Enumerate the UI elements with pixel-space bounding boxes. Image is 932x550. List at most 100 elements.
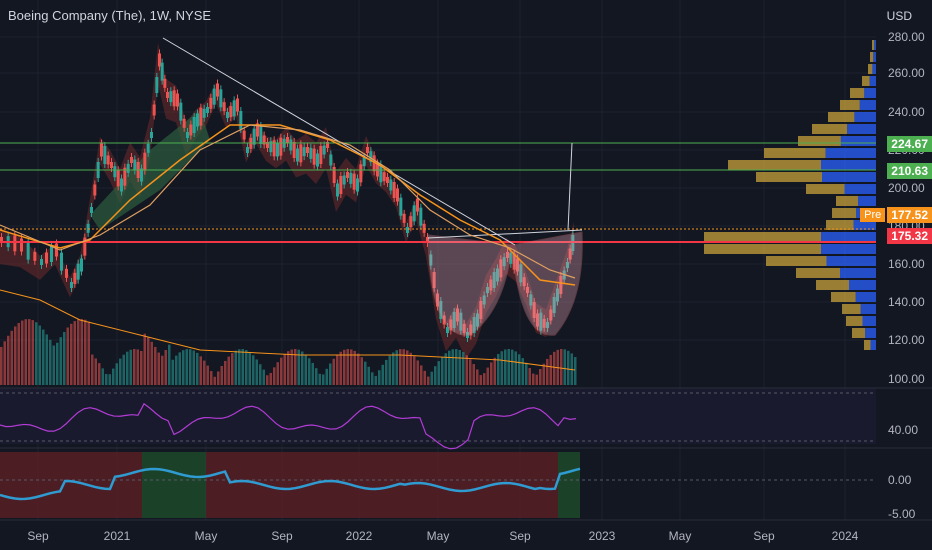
candle-body [346, 172, 349, 178]
candle-body [472, 317, 476, 333]
vp-bar [704, 244, 821, 254]
volume-bar [248, 352, 251, 385]
vp-bar [874, 40, 876, 50]
volume-bar [7, 335, 10, 385]
candle-body [176, 93, 179, 107]
volume-bar [290, 349, 293, 385]
vp-bar [849, 280, 876, 290]
volume-bar [129, 349, 132, 385]
volume-bar [301, 351, 304, 385]
osc-region-red [0, 452, 142, 518]
volume-bar [220, 365, 223, 385]
candle-body [546, 322, 549, 328]
volume-bar [196, 352, 199, 385]
volume-bar [185, 349, 188, 385]
volume-bar [469, 359, 472, 385]
volume-bar [528, 367, 531, 385]
candle-body [158, 53, 161, 67]
candle-body [60, 252, 63, 271]
candle-body [40, 259, 43, 265]
volume-bar [45, 334, 48, 385]
volume-bar [388, 355, 391, 385]
volume-bar [318, 373, 321, 385]
volume-bar [42, 329, 45, 385]
volume-bar [514, 351, 517, 385]
candle-body [73, 272, 77, 284]
volume-bar [315, 368, 318, 385]
candle-body [93, 184, 97, 196]
volume-bar [24, 319, 27, 385]
vp-bar [806, 184, 845, 194]
volume-bar [336, 354, 339, 385]
volume-bar [448, 350, 451, 385]
volume-bar [0, 347, 3, 385]
candle-body [143, 152, 147, 171]
symbol-title[interactable]: Boeing Company (The), 1W, NYSE [8, 8, 212, 23]
volume-bar [360, 357, 363, 385]
premarket-tag: Pre 177.52 [860, 206, 932, 224]
price-tag-upper: 224.67 [887, 136, 932, 152]
candle-body [299, 144, 303, 163]
volume-bar [472, 364, 475, 385]
vp-bar [764, 148, 826, 158]
time-tick: May [669, 529, 692, 543]
volume-bar [70, 323, 73, 385]
volume-bar [311, 362, 314, 385]
volume-bar [126, 351, 129, 385]
volume-bar [406, 350, 409, 385]
volume-bar [269, 372, 272, 385]
vp-bar [862, 76, 870, 86]
vp-bar [860, 304, 876, 314]
candle-body [126, 163, 130, 173]
volume-bar [154, 346, 157, 385]
volume-bar [364, 361, 367, 385]
volume-bar [224, 360, 227, 385]
volume-bar [206, 365, 209, 385]
volume-bar [465, 355, 468, 385]
candle-body [120, 178, 123, 192]
candle-body [292, 142, 296, 158]
volume-bar [392, 352, 395, 385]
rsi-tick: 40.00 [888, 423, 918, 437]
vp-bar [822, 172, 876, 182]
osc-region-green [142, 452, 206, 518]
time-tick: 2023 [589, 529, 616, 543]
vp-bar [852, 328, 866, 338]
volume-bar [416, 360, 419, 385]
volume-bar [378, 370, 381, 385]
candle-body [432, 272, 436, 288]
volume-bar [437, 361, 440, 385]
volume-bar [66, 327, 69, 385]
vp-bar [864, 88, 876, 98]
volume-bar [563, 349, 566, 385]
volume-bar [91, 354, 94, 385]
volume-bar [423, 370, 426, 385]
chart-grid [0, 0, 932, 521]
rsi-pane [0, 392, 876, 450]
volume-bar [133, 349, 136, 385]
price-tick: 160.00 [888, 257, 925, 271]
osc-tick: 0.00 [888, 473, 912, 487]
vp-bar [846, 316, 863, 326]
volume-bar [150, 341, 153, 385]
candle-body [182, 118, 186, 128]
volume-bar [227, 356, 230, 385]
candle-body [186, 132, 189, 138]
volume-bar [462, 352, 465, 385]
volume-bar [367, 366, 370, 385]
volume-bar [10, 330, 13, 385]
volume-bar [532, 373, 535, 385]
candle-body [406, 227, 409, 233]
time-tick: 2022 [346, 529, 373, 543]
volume-bar [234, 350, 237, 385]
candle-body [402, 213, 406, 223]
volume-bar [105, 374, 108, 385]
candle-body [476, 313, 479, 327]
candle-body [496, 268, 499, 282]
candle-body [526, 287, 529, 293]
candle-body [116, 170, 120, 187]
volume-bar [266, 375, 269, 385]
volume-bar [308, 358, 311, 385]
candle-body [306, 147, 309, 153]
